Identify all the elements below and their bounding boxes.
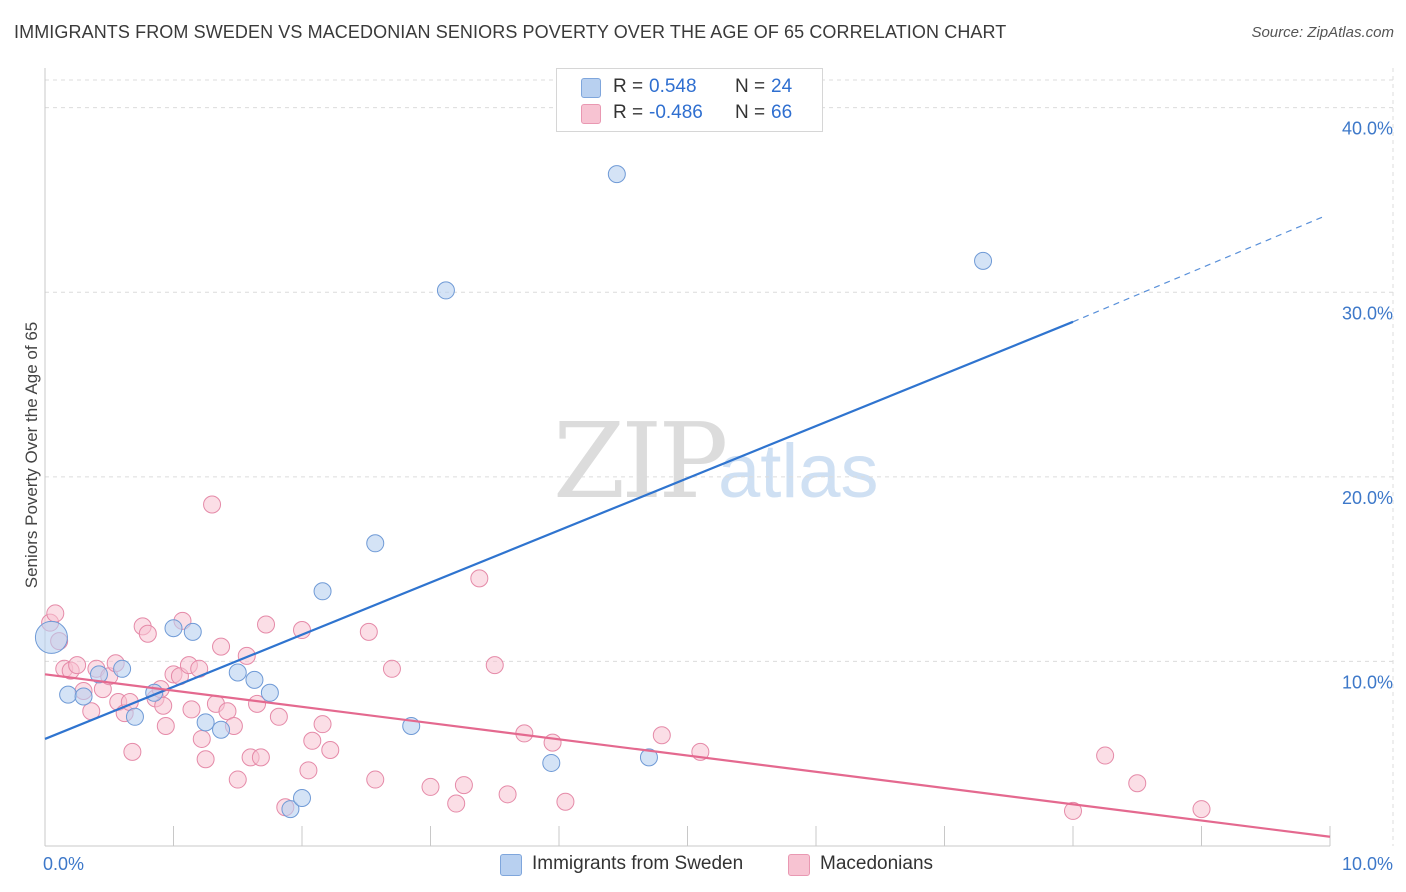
macedonian-point (470, 569, 489, 588)
macedonian-point (154, 696, 173, 715)
y-tick-label: 40.0% (1342, 119, 1393, 139)
macedonian-point (237, 646, 256, 665)
macedonian-point (156, 717, 175, 736)
macedonian-point (1064, 801, 1082, 820)
grid-lines (45, 68, 1395, 846)
sweden-point (607, 165, 626, 184)
y-tick-label: 30.0% (1342, 303, 1393, 323)
macedonian-point (299, 761, 318, 780)
sweden-r-value: 0.548 (649, 76, 697, 97)
macedonian-legend-label: Macedonians (820, 853, 934, 874)
x-tick-label-min: 0.0% (43, 854, 84, 874)
macedonian-point (257, 615, 276, 634)
sweden-swatch-icon (581, 78, 601, 98)
correlation-legend: R = 0.548 N = 24 R = -0.486 N = 66 (556, 68, 823, 132)
macedonian-legend-swatch-icon (788, 854, 810, 876)
sweden-point (366, 534, 385, 553)
sweden-point (89, 665, 108, 684)
sweden-point (281, 800, 300, 819)
sweden-point (164, 619, 183, 638)
macedonian-points (41, 495, 1211, 820)
sweden-point (974, 251, 993, 270)
macedonian-n-label: N = (735, 102, 766, 123)
sweden-point (293, 789, 311, 808)
macedonian-point (421, 777, 440, 796)
macedonian-point (203, 495, 222, 514)
macedonian-r-label: R = (613, 102, 644, 123)
macedonian-point (212, 637, 231, 656)
macedonian-point (138, 624, 157, 643)
sweden-trend-extension (1072, 216, 1324, 323)
macedonian-swatch-icon (581, 104, 601, 124)
sweden-legend-swatch-icon (500, 854, 522, 876)
sweden-legend-label: Immigrants from Sweden (532, 853, 744, 874)
macedonian-point (498, 785, 517, 804)
macedonian-point (228, 770, 247, 789)
watermark-atlas: atlas (718, 429, 879, 514)
macedonian-point (196, 750, 215, 769)
sweden-trend-line (44, 320, 1074, 740)
macedonian-point (303, 731, 322, 750)
macedonian-point (321, 741, 340, 760)
macedonian-point (1096, 746, 1115, 765)
trend-lines (44, 216, 1331, 838)
watermark-zip: ZIP (553, 400, 728, 522)
macedonian-trend-line (44, 673, 1331, 838)
macedonian-point (359, 622, 378, 641)
sweden-point (196, 713, 215, 732)
macedonian-point (1192, 800, 1211, 819)
y-tick-label: 20.0% (1342, 488, 1393, 508)
chart-title: IMMIGRANTS FROM SWEDEN VS MACEDONIAN SEN… (14, 22, 1007, 42)
macedonian-point (1128, 774, 1147, 793)
macedonian-point (556, 792, 575, 811)
sweden-point (542, 753, 561, 772)
macedonian-n-value: 66 (771, 102, 793, 123)
macedonian-point (652, 726, 671, 745)
macedonian-point (251, 748, 270, 767)
sweden-point (183, 622, 202, 641)
sweden-point (639, 748, 658, 767)
sweden-point (113, 659, 132, 678)
sweden-point (436, 281, 455, 300)
x-tick-label-max: 10.0% (1342, 854, 1393, 874)
tick-labels: 10.0% 20.0% 30.0% 40.0% 0.0% 10.0% (43, 119, 1393, 874)
sweden-point (212, 720, 231, 739)
macedonian-point (182, 700, 201, 719)
source-label: Source: ZipAtlas.com (1251, 24, 1394, 41)
sweden-point (228, 663, 247, 682)
macedonian-point (68, 656, 87, 675)
sweden-n-value: 24 (771, 76, 793, 97)
axes (44, 68, 1331, 847)
sweden-point (313, 582, 332, 601)
sweden-point (34, 620, 68, 654)
macedonian-point (382, 659, 401, 678)
macedonian-point (313, 715, 332, 734)
sweden-points (34, 165, 993, 819)
macedonian-point (192, 729, 211, 748)
sweden-point (74, 687, 93, 706)
macedonian-point (123, 742, 142, 761)
macedonian-point (46, 604, 65, 623)
macedonian-point (269, 707, 288, 726)
y-axis-label: Seniors Poverty Over the Age of 65 (22, 321, 41, 589)
sweden-point (260, 683, 279, 702)
sweden-point (245, 670, 264, 689)
macedonian-point (454, 776, 473, 795)
macedonian-point (447, 794, 466, 813)
macedonian-point (366, 770, 385, 789)
macedonian-r-value: -0.486 (649, 102, 703, 123)
macedonian-point (485, 656, 504, 675)
sweden-n-label: N = (735, 76, 766, 97)
y-tick-label: 10.0% (1342, 672, 1393, 692)
sweden-r-label: R = (613, 76, 644, 97)
sweden-point (59, 685, 78, 704)
sweden-point (125, 707, 144, 726)
